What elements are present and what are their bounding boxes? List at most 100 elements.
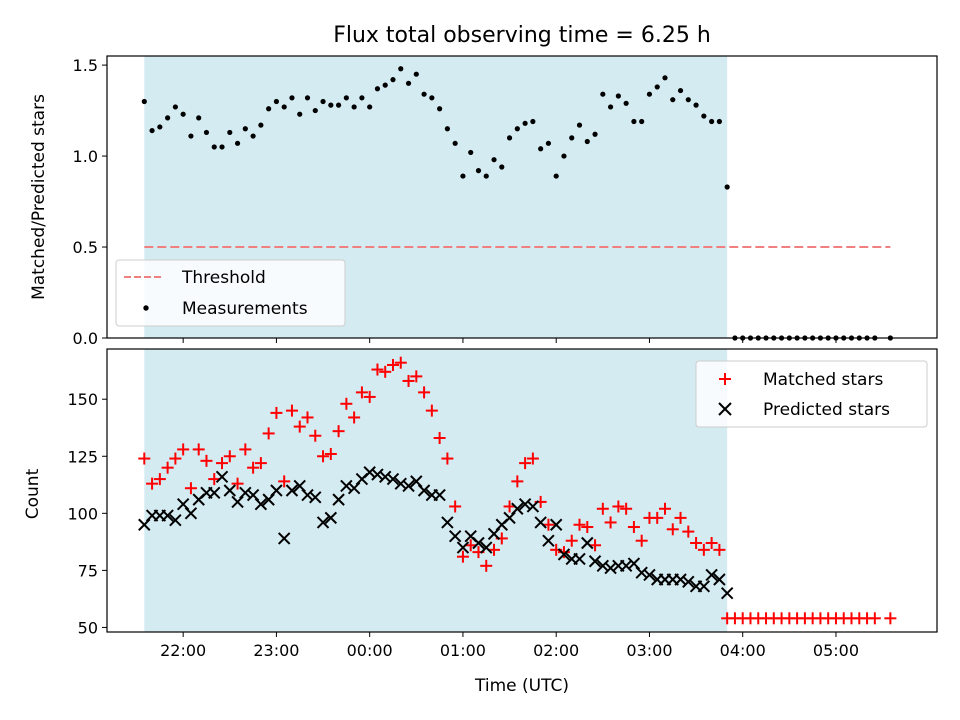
- matched-star-point: [153, 473, 166, 486]
- predicted-star-point: [417, 484, 431, 497]
- measurement-point: [351, 104, 357, 110]
- predicted-star-point: [379, 470, 392, 484]
- matched-star-point: [363, 390, 376, 403]
- measurement-point: [639, 118, 645, 125]
- measurement-point: [646, 91, 653, 97]
- measurement-point: [374, 86, 381, 92]
- measurement-point: [266, 106, 272, 112]
- predicted-star-point: [363, 466, 376, 479]
- matched-star-point: [239, 443, 252, 456]
- matched-star-point: [410, 370, 423, 383]
- measurement-point: [320, 98, 326, 105]
- y-tick-label: 150: [67, 390, 98, 409]
- legend-matched-swatch: [719, 373, 731, 385]
- predicted-star-point: [705, 568, 718, 582]
- predicted-star-point: [332, 493, 345, 506]
- measurement-point: [576, 122, 583, 128]
- matched-star-point: [433, 432, 446, 445]
- matched-star-point: [340, 397, 353, 410]
- measurement-point: [693, 102, 699, 108]
- measurement-point: [188, 133, 194, 139]
- predicted-star-point: [720, 586, 734, 600]
- measurement-point: [437, 106, 443, 112]
- matched-star-point: [192, 443, 205, 456]
- x-tick-label: 05:00: [813, 641, 859, 660]
- bottom-y-axis-label: Count: [23, 468, 43, 519]
- measurement-point: [600, 91, 606, 97]
- measurement-point: [390, 77, 396, 83]
- matched-star-point: [317, 450, 330, 463]
- matched-star-point: [348, 411, 361, 424]
- predicted-star-point: [480, 541, 493, 554]
- matched-star-point: [526, 452, 539, 465]
- matched-star-point: [394, 356, 407, 369]
- top-panel: 0.0 0.5 1.0 1.5 Matched/Predicted stars Thr…: [29, 55, 938, 348]
- measurement-point: [709, 118, 715, 125]
- matched-star-point: [309, 429, 322, 442]
- matched-star-point: [480, 559, 493, 572]
- matched-star-point: [697, 543, 710, 556]
- measurement-point: [460, 173, 466, 179]
- bottom-x-axis: 22:00 23:00 00:00 01:00 02:00 03:00 04:00 05:00: [160, 632, 859, 660]
- measurement-point: [499, 164, 505, 170]
- matched-star-point: [293, 420, 306, 433]
- top-legend: Threshold Measurements: [115, 259, 346, 327]
- measurement-point: [219, 144, 225, 150]
- measurement-point: [180, 111, 186, 117]
- matched-star-point: [371, 363, 384, 376]
- predicted-star-point: [309, 491, 322, 504]
- matched-star-point: [138, 452, 151, 465]
- matched-star-point: [565, 534, 578, 547]
- predicted-star-point: [581, 536, 594, 550]
- measurement-point: [304, 95, 311, 101]
- measurement-point: [211, 144, 217, 150]
- matched-star-point: [604, 516, 617, 529]
- y-tick-label: 1.0: [73, 147, 98, 166]
- matched-star-point: [690, 536, 703, 549]
- y-tick-label: 75: [78, 561, 98, 580]
- measurement-point: [452, 140, 458, 146]
- measurement-point: [677, 87, 684, 94]
- matched-star-point: [386, 358, 399, 371]
- measurement-point: [701, 113, 707, 119]
- measurement-point: [413, 71, 419, 77]
- matched-star-point: [627, 521, 640, 534]
- matched-star-point: [620, 502, 633, 515]
- matched-star-point: [503, 500, 516, 513]
- measurement-point: [592, 131, 598, 137]
- matched-star-point: [247, 461, 260, 474]
- measurement-point: [289, 95, 295, 101]
- measurement-point: [506, 135, 513, 141]
- measurement-point: [343, 95, 349, 101]
- measurement-point: [312, 107, 318, 114]
- matched-star-point: [682, 525, 695, 538]
- measurement-point: [157, 124, 163, 130]
- predicted-star-point: [215, 470, 229, 484]
- matched-star-point: [177, 443, 190, 456]
- matched-star-point: [161, 461, 174, 474]
- matched-star-point: [301, 411, 314, 424]
- predicted-star-point: [456, 541, 470, 554]
- matched-star-point: [612, 500, 625, 513]
- top-marks: [141, 66, 893, 341]
- bottom-plot-frame: [106, 348, 938, 633]
- predicted-star-point: [386, 472, 400, 486]
- measurement-point: [444, 126, 450, 132]
- matched-star-point: [581, 521, 594, 534]
- matched-star-point: [589, 539, 602, 552]
- matched-star-point: [231, 477, 244, 490]
- measurement-point: [273, 98, 280, 105]
- matched-star-point: [216, 457, 229, 470]
- measurement-point: [607, 104, 614, 110]
- predicted-star-point: [285, 484, 299, 497]
- matched-star-point: [208, 473, 221, 486]
- matched-star-point: [324, 447, 337, 460]
- matched-star-point: [379, 365, 392, 378]
- y-tick-label: 125: [67, 447, 98, 466]
- measurement-point: [662, 75, 668, 81]
- matched-star-point: [223, 450, 236, 463]
- predicted-star-point: [394, 477, 407, 490]
- x-tick-label: 02:00: [533, 641, 579, 660]
- measurement-point: [491, 157, 497, 163]
